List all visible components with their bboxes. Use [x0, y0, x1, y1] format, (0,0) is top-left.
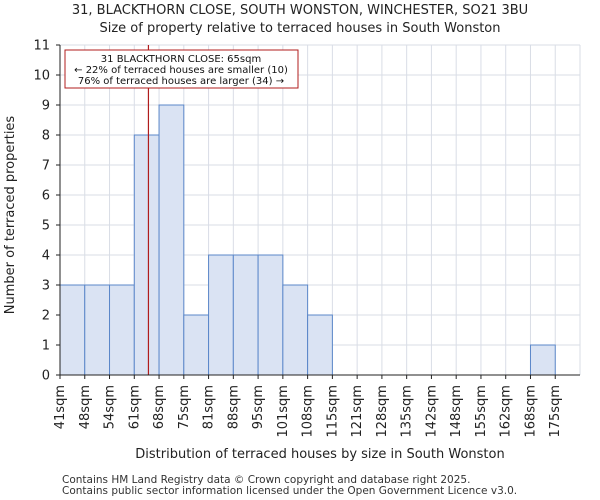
bars [59, 104, 556, 376]
x-tick-label: 54sqm [103, 385, 118, 429]
x-tick-label: 121sqm [350, 385, 365, 438]
y-tick-label: 2 [42, 309, 50, 324]
annotation-box: 31 BLACKTHORN CLOSE: 65sqm ← 22% of terr… [64, 49, 299, 89]
y-tick-label: 4 [42, 249, 50, 264]
bar-108sqm [307, 314, 333, 376]
bar-61sqm [133, 134, 160, 376]
bar-54sqm [109, 284, 135, 376]
y-tick-label: 0 [42, 369, 50, 384]
x-tick-label: 61sqm [127, 385, 142, 429]
y-tick-label: 7 [42, 159, 50, 174]
x-tick-label: 175sqm [548, 385, 563, 438]
y-tick-label: 1 [42, 339, 50, 354]
x-tick-label: 101sqm [276, 385, 291, 438]
x-tick-label: 128sqm [375, 385, 390, 438]
x-tick-label: 41sqm [53, 385, 68, 429]
bar-101sqm [282, 284, 309, 376]
x-tick-label: 81sqm [202, 385, 217, 429]
bar-81sqm [208, 254, 234, 376]
y-tick-label: 6 [42, 189, 50, 204]
y-tick-label: 10 [33, 69, 50, 84]
footer-copyright: Contains HM Land Registry data © Crown c… [62, 474, 470, 486]
y-tick-label: 8 [42, 129, 50, 144]
bar-48sqm [84, 284, 111, 376]
x-axis-label: Distribution of terraced houses by size … [135, 447, 504, 462]
y-tick-labels: 0 1 2 3 4 5 6 7 8 9 10 11 [33, 39, 60, 384]
annotation-line-1: 31 BLACKTHORN CLOSE: 65sqm [101, 54, 261, 65]
y-tick-label: 9 [42, 99, 50, 114]
annotation-border [64, 49, 299, 89]
bar-41sqm [59, 284, 86, 376]
x-tick-label: 115sqm [325, 385, 340, 438]
y-tick-label: 11 [33, 39, 50, 54]
annotation-line-2: ← 22% of terraced houses are smaller (10… [74, 65, 288, 76]
chart-subtitle: Size of property relative to terraced ho… [99, 21, 500, 36]
x-tick-label: 48sqm [78, 385, 93, 429]
x-tick-label: 168sqm [523, 385, 538, 438]
x-tick-label: 148sqm [449, 385, 464, 438]
x-tick-label: 108sqm [301, 385, 316, 438]
annotation-line-3: 76% of terraced houses are larger (34) → [78, 76, 284, 87]
footer-licence: Contains public sector information licen… [62, 485, 517, 497]
bar-75sqm [183, 314, 210, 376]
x-tick-label: 142sqm [424, 385, 439, 438]
bar-68sqm [158, 104, 185, 376]
bar-88sqm [232, 254, 259, 376]
x-tick-label: 162sqm [499, 385, 514, 438]
y-axis-label: Number of terraced properties [3, 116, 18, 315]
axes [59, 45, 580, 376]
y-tick-label: 5 [42, 219, 50, 234]
x-tick-labels: 41sqm 48sqm 54sqm 61sqm 68sqm 75sqm 81sqm 88sqm… [53, 375, 563, 438]
x-tick-label: 155sqm [474, 385, 489, 438]
bar-95sqm [257, 254, 284, 376]
x-tick-label: 95sqm [251, 385, 266, 429]
x-tick-label: 75sqm [177, 385, 192, 429]
x-tick-label: 135sqm [400, 385, 415, 438]
y-tick-label: 3 [42, 279, 50, 294]
chart-title: 31, BLACKTHORN CLOSE, SOUTH WONSTON, WIN… [72, 3, 528, 18]
bar-168sqm [529, 344, 556, 376]
x-tick-label: 68sqm [152, 385, 167, 429]
x-tick-label: 88sqm [226, 385, 241, 429]
